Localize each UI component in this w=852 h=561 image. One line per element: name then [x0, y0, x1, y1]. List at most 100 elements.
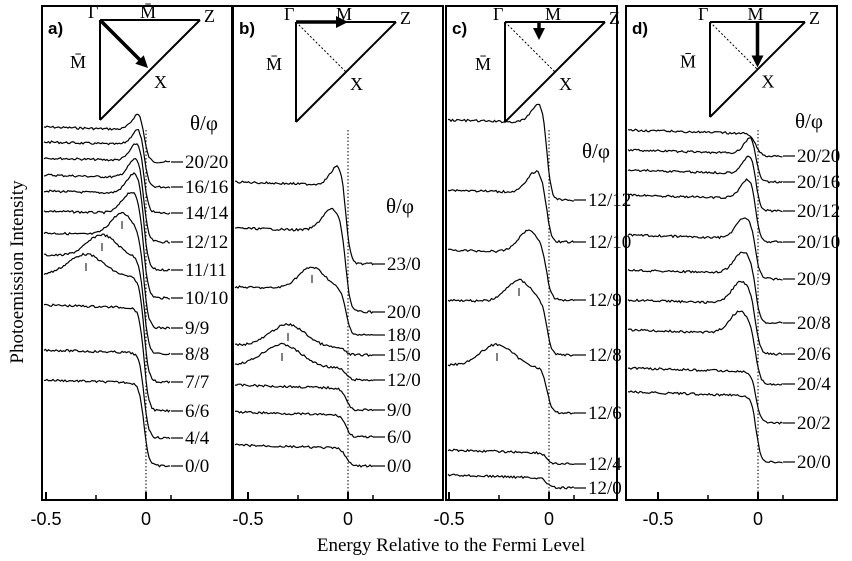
x-label: X — [350, 74, 363, 94]
panel-a: a) -0.5 0 20/20 16/16 14/14 12/12 11/11 10/10 9/9… — [30, 2, 233, 529]
gamma-label: Γ — [493, 4, 503, 24]
spectrum-line — [43, 191, 171, 300]
angle-header: θ/φ — [795, 109, 823, 133]
series-label: 20/9 — [797, 269, 831, 290]
spectrum-line — [234, 443, 374, 468]
spectrum-line — [44, 233, 171, 356]
x-tick-label: 0 — [753, 509, 763, 529]
x-label: X — [559, 74, 572, 94]
series-label: 20/2 — [797, 413, 831, 434]
spectrum-line — [627, 366, 783, 425]
spectrum-line — [447, 342, 574, 415]
series-label: 6/0 — [387, 427, 411, 448]
angle-header: θ/φ — [190, 111, 218, 135]
angle-header: θ/φ — [386, 194, 414, 218]
x-tick-label: 0 — [544, 509, 554, 529]
series-label: 20/4 — [797, 374, 831, 395]
bz-diagonal-edge — [99, 19, 201, 121]
series-label: 20/0 — [797, 452, 831, 473]
angle-header: θ/φ — [582, 139, 610, 163]
series-label: 20/6 — [797, 344, 831, 365]
series-label: 20/0 — [387, 302, 421, 323]
spectrum-line — [234, 164, 374, 266]
z-label: Z — [204, 6, 215, 26]
series-label: 0/0 — [185, 456, 209, 477]
series-label: 14/14 — [185, 203, 229, 224]
z-label: Z — [400, 8, 411, 28]
series-label: 23/0 — [387, 254, 421, 275]
series-label: 16/16 — [185, 177, 228, 198]
series-label: 20/10 — [797, 232, 840, 253]
series-label: 7/7 — [185, 372, 209, 393]
series-label: 10/10 — [185, 288, 228, 309]
series-label: 9/9 — [185, 318, 209, 339]
m-bar-left-label: M̄ — [475, 54, 491, 74]
series-label: 20/16 — [797, 172, 840, 193]
series-label: 0/0 — [387, 456, 411, 477]
spectrum-line — [43, 211, 171, 330]
bz-diagonal-edge — [295, 21, 397, 123]
spectrum-line — [234, 383, 374, 412]
x-tick-label: -0.5 — [232, 509, 263, 529]
series-label: 20/20 — [797, 146, 840, 167]
panel-letter: d) — [632, 19, 648, 38]
spectrum-line — [447, 278, 575, 357]
series-label: 20/12 — [797, 201, 840, 222]
bz-diagonal-edge — [504, 21, 606, 123]
panel-letter: b) — [239, 19, 255, 38]
panel-b: b) -0.5 0 23/0 20/018/015/0 12/0 9/0 6/0 0/0 θ/φ Γ… — [232, 4, 444, 529]
panel-frame — [232, 5, 444, 501]
bz-cut-arrow-head — [751, 55, 764, 68]
spectrum-line — [447, 229, 575, 302]
spectrum-line — [43, 378, 170, 468]
panel-letter: c) — [452, 19, 467, 38]
bz-gamma-x-dashed — [709, 21, 758, 70]
spectrum-line — [627, 310, 783, 386]
x-label: X — [762, 72, 775, 92]
m-bar-top-label: M̄ — [545, 4, 561, 24]
spectrum-line — [43, 113, 171, 164]
y-axis-title: Photoemission Intensity — [7, 180, 28, 364]
spectrum-line — [627, 137, 783, 184]
series-label: 9/0 — [387, 400, 411, 421]
spectrum-line — [234, 410, 374, 439]
series-label: 12/12 — [185, 232, 228, 253]
spectrum-line — [43, 303, 171, 413]
bz-cut-arrow-shaft — [98, 18, 145, 65]
spectrum-line — [43, 252, 171, 384]
spectrum-line — [448, 103, 575, 202]
series-label: 12/0 — [588, 478, 622, 499]
m-bar-left-label: M̄ — [680, 52, 696, 72]
spectrum-line — [43, 129, 171, 189]
x-tick-label: -0.5 — [642, 509, 673, 529]
bz-cut-arrow-head — [135, 55, 148, 68]
gamma-label: Γ — [284, 4, 294, 24]
bz-cut-arrow-head — [336, 16, 348, 28]
z-label: Z — [809, 8, 820, 28]
series-label: 20/20 — [185, 152, 228, 173]
spectrum-line — [43, 143, 171, 215]
spectrum-line — [447, 448, 575, 466]
series-label: 20/8 — [797, 313, 831, 334]
series-label: 15/0 — [387, 345, 421, 366]
panel-frame — [445, 5, 618, 501]
m-bar-top-label: M̄ — [748, 4, 764, 24]
x-tick-label: -0.5 — [433, 509, 464, 529]
series-label: 18/0 — [387, 325, 421, 346]
spectrum-line — [627, 155, 783, 213]
m-bar-top-label: M̄ — [140, 2, 156, 22]
series-label: 12/8 — [588, 345, 622, 366]
series-label: 11/11 — [185, 260, 227, 281]
spectrum-line — [627, 128, 783, 158]
series-label: 8/8 — [185, 344, 209, 365]
brillouin-zone-inset: Γ M̄ Z M̄ X — [680, 4, 820, 118]
z-label: Z — [609, 8, 620, 28]
panels: a)-0.5 020/2016/1614/1412/1211/1110/109/9… — [30, 2, 840, 529]
brillouin-zone-inset: Γ M̄ Z M̄ X — [475, 4, 620, 123]
series-label: 4/4 — [185, 428, 210, 449]
series-label: 12/9 — [588, 290, 622, 311]
spectrum-line — [627, 178, 783, 244]
series-label: 12/0 — [387, 370, 421, 391]
x-tick-label: -0.5 — [30, 509, 61, 529]
